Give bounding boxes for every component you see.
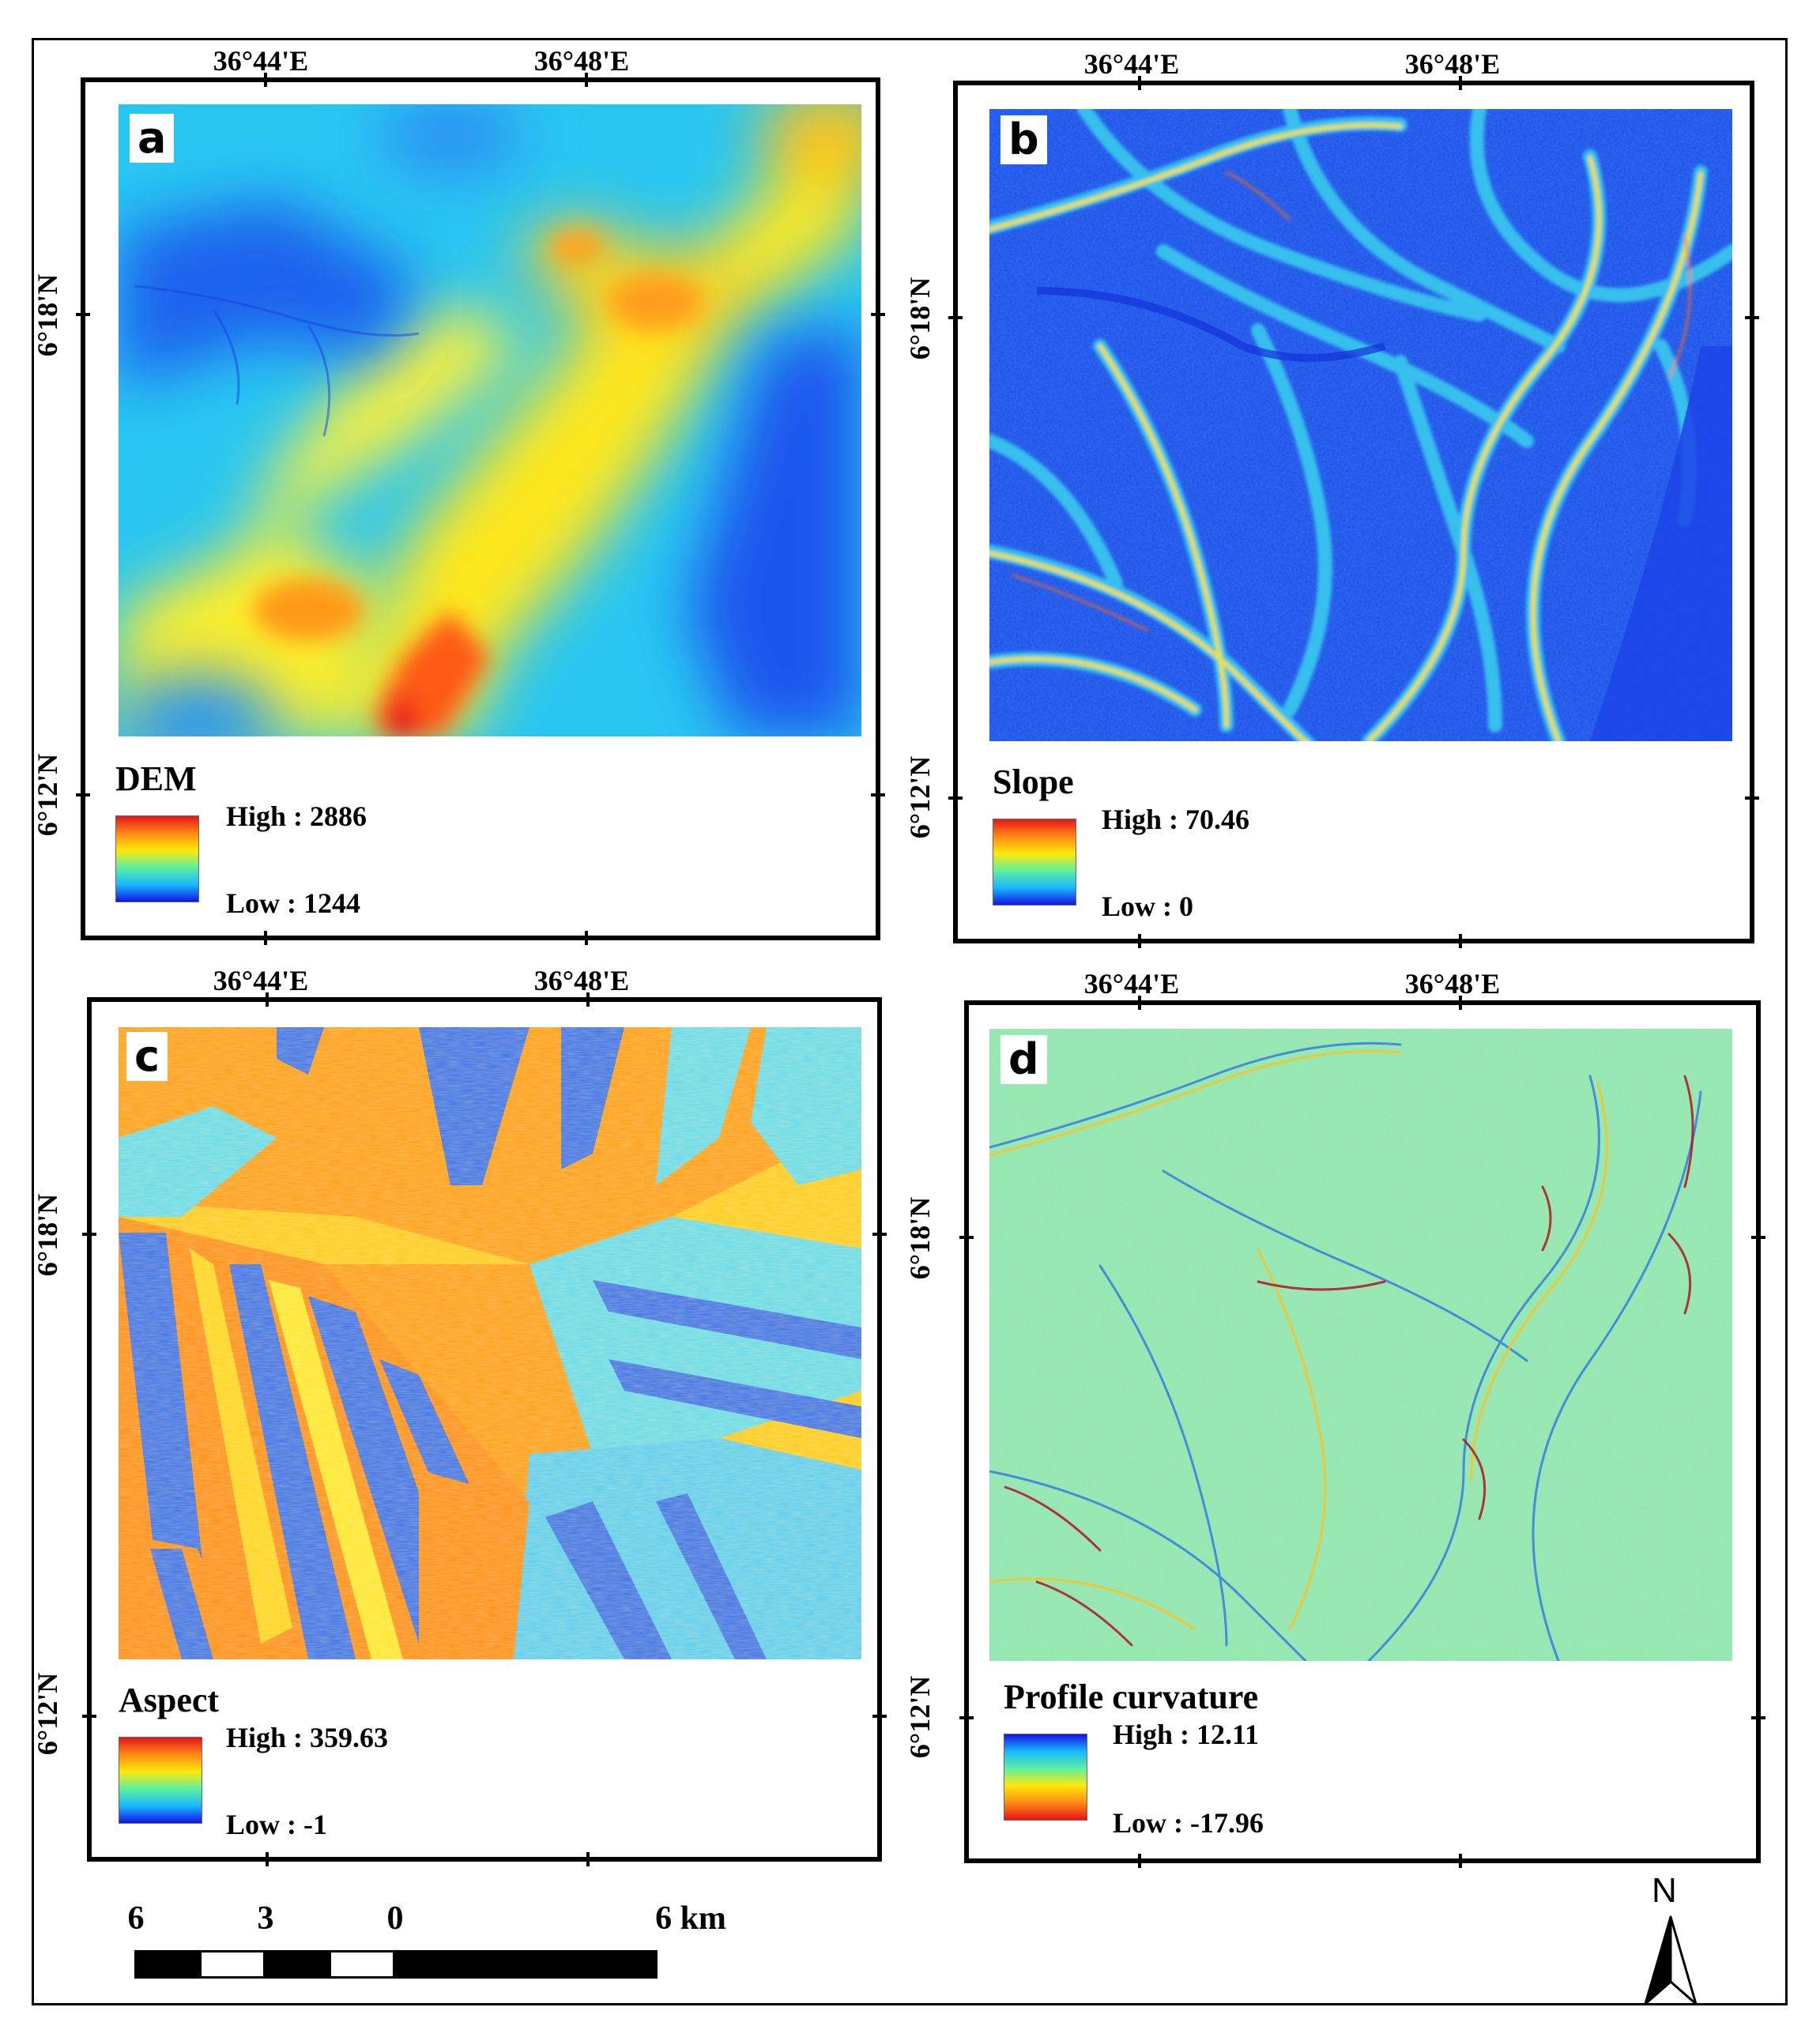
legend-high: High : 12.11 <box>1113 1719 1260 1750</box>
scalebar-segment <box>329 1950 395 1979</box>
legend-high: High : 359.63 <box>226 1722 389 1753</box>
panel-b: b Slope High : 70.46 Low : 0 <box>948 76 1759 948</box>
scalebar-segment <box>134 1950 201 1979</box>
north-letter: N <box>1652 1871 1677 1910</box>
legend-color-ramp <box>119 1737 202 1824</box>
legend-low: Low : 1244 <box>226 887 360 919</box>
aspect-raster <box>119 1027 861 1659</box>
tick <box>1138 76 1141 90</box>
tick <box>585 931 588 945</box>
scalebar-segment <box>394 1950 658 1979</box>
tick <box>1745 796 1759 800</box>
lon-label-top-left: 36°44'E <box>213 965 309 996</box>
tick <box>1745 316 1759 319</box>
tick <box>959 1716 974 1719</box>
legend-low: Low : 0 <box>1102 891 1193 922</box>
tick <box>871 313 885 316</box>
lat-label-upper: 6°18'N <box>904 1196 936 1280</box>
tick <box>948 316 963 319</box>
panel-letter: a <box>130 114 175 163</box>
tick <box>1459 934 1462 948</box>
tick <box>1751 1716 1765 1719</box>
legend-low: Low : -17.96 <box>1113 1807 1264 1839</box>
tick <box>266 992 269 1007</box>
legend-color-ramp <box>115 815 199 902</box>
tick <box>1459 996 1462 1010</box>
tick <box>266 1852 269 1866</box>
panel-letter: d <box>1000 1035 1047 1084</box>
lon-label-top-right: 36°48'E <box>1404 968 1501 1000</box>
tick <box>1459 1854 1462 1868</box>
lat-label-lower: 6°12'N <box>904 755 936 839</box>
tick <box>76 313 90 316</box>
tick <box>76 793 90 796</box>
lat-label-upper: 6°18'N <box>904 277 936 360</box>
lon-label-top-right: 36°48'E <box>533 965 630 996</box>
panel-c: c Aspect High : 359.63 Low : -1 <box>82 992 887 1866</box>
tick <box>1751 1236 1765 1239</box>
lon-label-top-right: 36°48'E <box>1404 48 1501 80</box>
scalebar-segment <box>199 1950 266 1979</box>
tick <box>586 1852 590 1866</box>
lon-label-top-left: 36°44'E <box>1083 968 1180 1000</box>
tick <box>872 1233 887 1236</box>
lon-label-top-right: 36°48'E <box>533 45 630 77</box>
panel-letter: b <box>1000 115 1047 164</box>
lat-label-upper: 6°18'N <box>32 1193 64 1277</box>
tick <box>1138 934 1141 948</box>
figure-frame <box>32 38 1788 2005</box>
legend-low: Low : -1 <box>226 1809 327 1840</box>
dem-raster <box>119 104 861 736</box>
scalebar-label: 6 <box>127 1900 145 1937</box>
tick <box>1138 996 1141 1010</box>
panel-letter: c <box>126 1032 168 1081</box>
tick <box>872 1715 887 1718</box>
scalebar-segment <box>264 1950 330 1979</box>
tick <box>1138 1854 1141 1868</box>
legend-title: Aspect <box>119 1681 220 1719</box>
tick <box>959 1236 974 1239</box>
legend-high: High : 2886 <box>226 800 367 832</box>
tick <box>1459 76 1462 90</box>
legend-title: Slope <box>993 763 1074 801</box>
tick <box>82 1233 96 1236</box>
slope-raster <box>989 109 1732 741</box>
legend-high: High : 70.46 <box>1102 804 1250 835</box>
north-arrow-icon <box>1644 1915 1698 2005</box>
legend-title: DEM <box>115 759 197 798</box>
lon-label-top-left: 36°44'E <box>1083 48 1180 80</box>
profile-curvature-raster <box>989 1029 1732 1661</box>
lat-label-lower: 6°12'N <box>904 1675 936 1759</box>
tick <box>82 1715 96 1718</box>
scalebar-label: 3 <box>257 1900 274 1937</box>
tick <box>586 992 590 1007</box>
lat-label-lower: 6°12'N <box>32 753 64 837</box>
tick <box>585 73 588 87</box>
legend-color-ramp <box>993 819 1076 906</box>
tick <box>264 931 267 945</box>
scalebar-label: 6 km <box>655 1900 726 1937</box>
tick <box>871 793 885 796</box>
tick <box>264 73 267 87</box>
lat-label-upper: 6°18'N <box>32 273 64 357</box>
lon-label-top-left: 36°44'E <box>213 45 309 77</box>
legend-title: Profile curvature <box>1004 1678 1259 1716</box>
panel-d: d Profile curvature High : 12.11 Low : -… <box>959 996 1765 1868</box>
panel-a: a DEM High : 2886 Low : 1244 <box>76 73 885 945</box>
scalebar-label: 0 <box>386 1900 404 1937</box>
legend-color-ramp <box>1004 1734 1087 1821</box>
lat-label-lower: 6°12'N <box>32 1672 64 1756</box>
tick <box>948 796 963 800</box>
